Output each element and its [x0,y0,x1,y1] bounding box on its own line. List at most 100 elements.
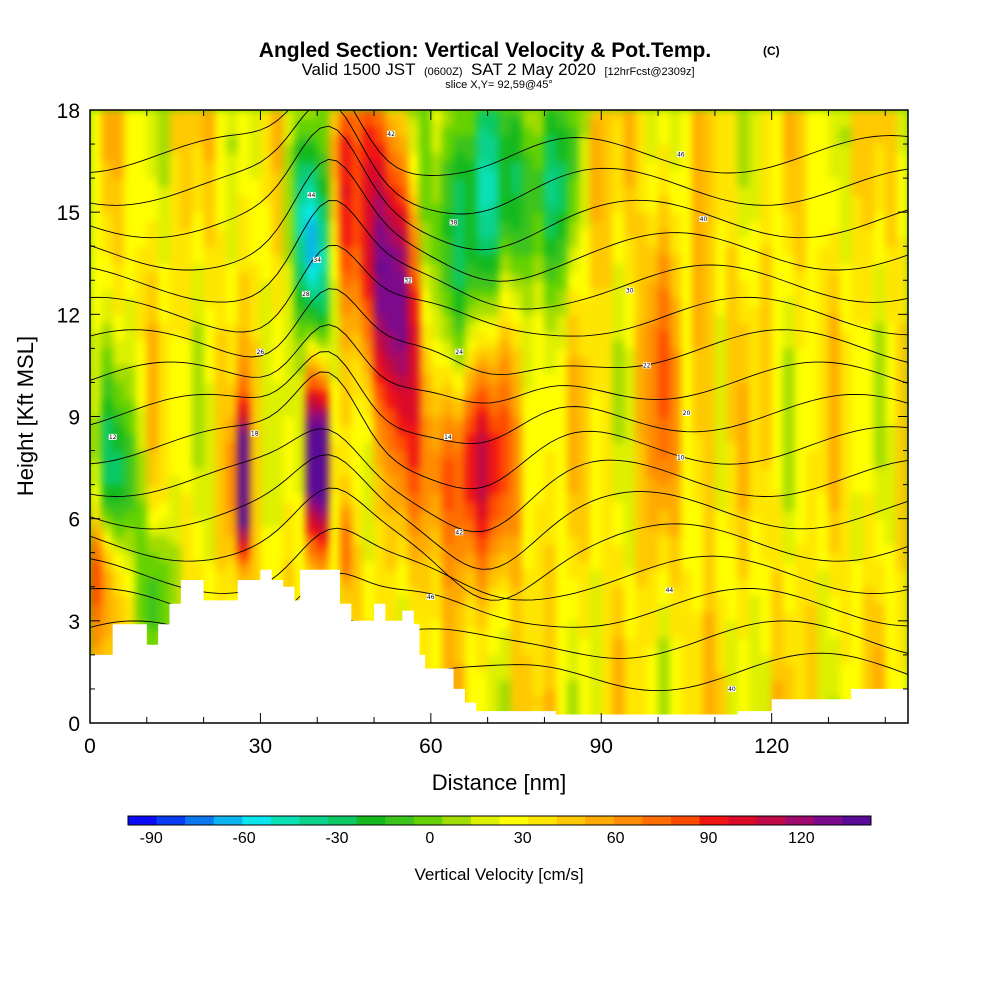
velocity-cell [589,365,602,375]
velocity-cell [817,161,830,171]
velocity-cell [203,552,216,562]
velocity-cell [169,280,182,290]
velocity-cell [521,365,534,375]
velocity-cell [817,254,830,264]
velocity-cell [794,408,807,418]
velocity-cell [714,552,727,562]
velocity-cell [703,348,716,358]
velocity-cell [669,484,682,494]
velocity-cell [680,484,693,494]
velocity-cell [215,246,227,256]
velocity-cell [124,288,137,298]
velocity-cell [714,578,727,588]
velocity-cell [646,535,659,545]
velocity-cell [624,544,636,554]
velocity-cell [385,459,398,469]
velocity-cell [771,314,784,324]
velocity-cell [748,118,761,128]
velocity-cell [158,595,171,605]
velocity-cell [158,169,171,179]
velocity-cell [317,186,330,196]
velocity-cell [362,169,375,179]
velocity-cell [714,501,727,511]
velocity-cell [260,518,273,528]
velocity-cell [192,110,205,120]
velocity-cell [158,493,171,503]
velocity-cell [305,322,318,332]
velocity-cell [169,476,182,486]
velocity-cell [453,305,466,315]
velocity-cell [305,365,318,375]
velocity-cell [328,169,341,179]
velocity-cell [783,586,795,596]
velocity-cell [658,339,671,349]
velocity-cell [692,595,705,605]
velocity-cell [555,561,568,571]
velocity-cell [851,544,864,554]
velocity-cell [544,297,557,307]
velocity-cell [726,152,739,162]
velocity-cell [873,603,886,613]
velocity-cell [794,663,807,673]
velocity-cell [351,391,364,401]
velocity-cell [737,578,750,588]
velocity-cell [215,484,227,494]
velocity-cell [521,161,534,171]
velocity-cell [805,391,818,401]
velocity-cell [703,280,716,290]
velocity-cell [226,152,239,162]
velocity-cell [828,476,841,486]
velocity-cell [339,382,352,392]
velocity-cell [726,595,739,605]
velocity-cell [783,450,795,460]
velocity-cell [635,552,648,562]
velocity-cell [487,399,500,409]
velocity-cell [237,373,250,383]
velocity-cell [635,663,648,673]
velocity-cell [294,305,307,315]
velocity-cell [828,297,841,307]
velocity-cell [464,680,477,690]
velocity-cell [464,391,477,401]
velocity-cell [169,425,182,435]
velocity-cell [328,433,341,443]
velocity-cell [476,169,489,179]
velocity-cell [192,391,205,401]
velocity-cell [748,144,761,154]
velocity-cell [408,246,421,256]
velocity-cell [192,476,205,486]
velocity-cell [805,416,818,426]
velocity-cell [737,331,750,341]
velocity-cell [408,229,421,239]
velocity-cell [680,493,693,503]
velocity-cell [567,612,580,622]
velocity-cell [760,680,773,690]
velocity-cell [862,229,875,239]
velocity-cell [692,229,705,239]
velocity-cell [237,382,250,392]
velocity-cell [555,629,568,639]
velocity-cell [510,493,523,503]
velocity-cell [714,237,727,247]
velocity-cell [487,459,500,469]
velocity-cell [180,544,193,554]
velocity-cell [101,220,114,230]
velocity-cell [362,476,375,486]
velocity-cell [487,186,500,196]
velocity-cell [521,561,534,571]
velocity-cell [453,246,466,256]
velocity-cell [476,297,489,307]
velocity-cell [408,382,421,392]
velocity-cell [635,527,648,537]
velocity-cell [499,254,511,264]
velocity-cell [794,339,807,349]
velocity-cell [487,110,500,120]
velocity-cell [237,442,250,452]
velocity-cell [101,399,114,409]
velocity-cell [339,305,352,315]
velocity-cell [669,501,682,511]
velocity-cell [180,365,193,375]
velocity-cell [805,552,818,562]
velocity-cell [385,569,398,579]
velocity-cell [374,569,386,579]
